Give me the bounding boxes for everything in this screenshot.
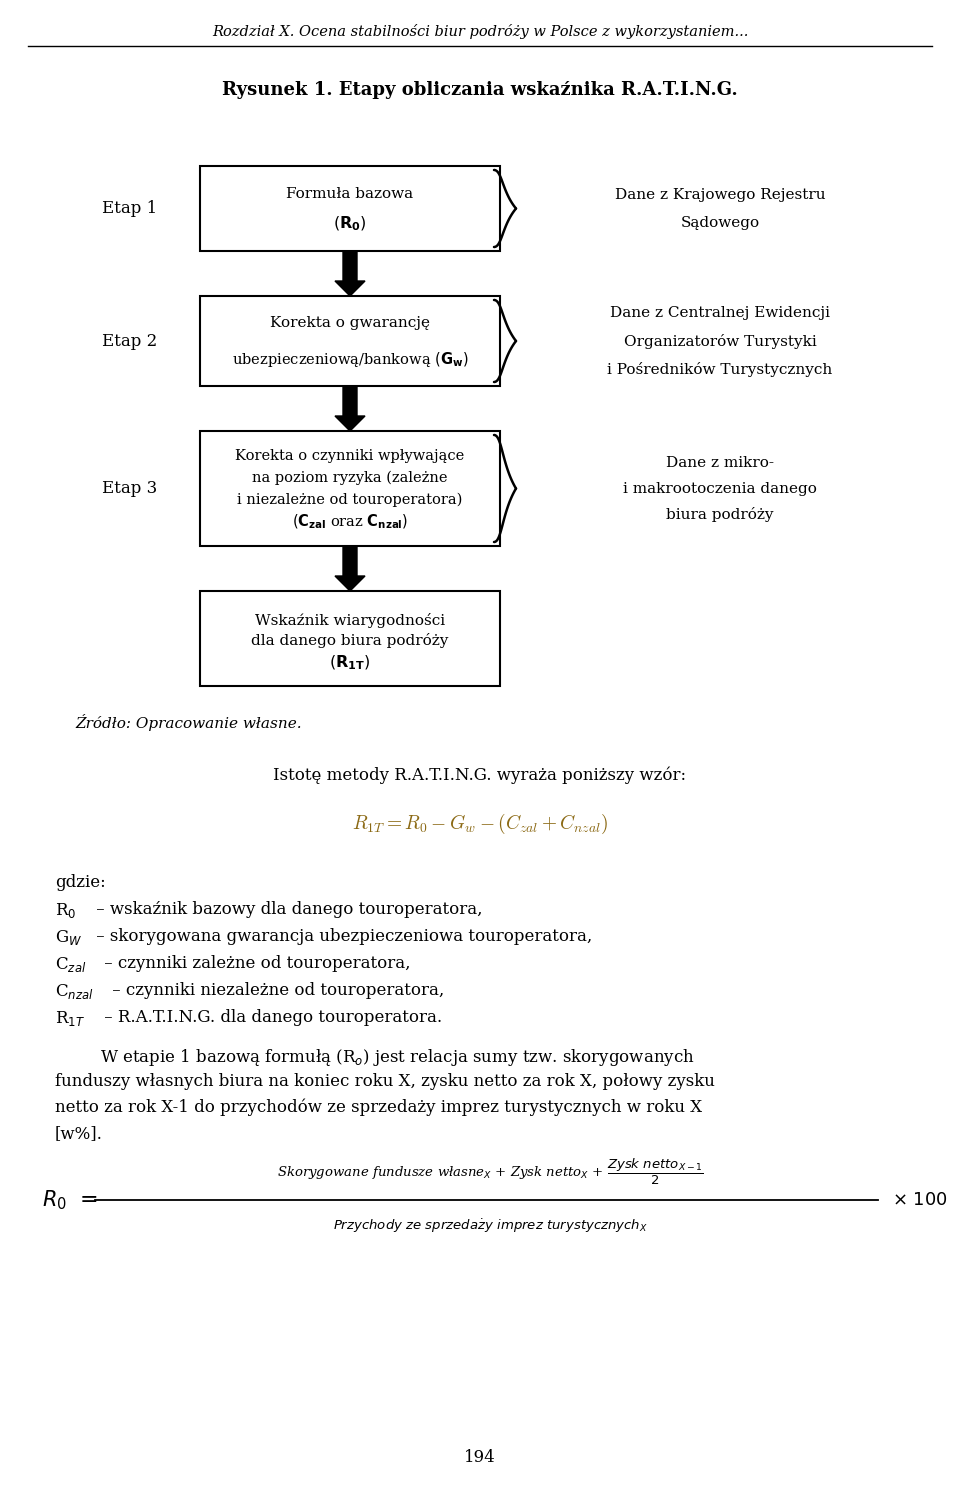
Text: =: = xyxy=(80,1189,99,1210)
Text: Etap 1: Etap 1 xyxy=(103,200,157,217)
Text: Dane z Krajowego Rejestru: Dane z Krajowego Rejestru xyxy=(614,187,826,202)
Text: – skorygowana gwarancja ubezpieczeniowa touroperatora,: – skorygowana gwarancja ubezpieczeniowa … xyxy=(91,928,592,945)
Bar xyxy=(200,591,500,687)
Text: $\times\ 100$: $\times\ 100$ xyxy=(892,1191,948,1209)
Text: Etap 3: Etap 3 xyxy=(103,480,157,497)
Text: i niezależne od touroperatora): i niezależne od touroperatora) xyxy=(237,492,463,507)
Text: 194: 194 xyxy=(464,1450,496,1466)
Text: netto za rok X-1 do przychodów ze sprzedaży imprez turystycznych w roku X: netto za rok X-1 do przychodów ze sprzed… xyxy=(55,1100,702,1116)
Text: $(\mathbf{R}_\mathbf{1T})$: $(\mathbf{R}_\mathbf{1T})$ xyxy=(329,654,371,672)
Text: dla danego biura podróży: dla danego biura podróży xyxy=(252,633,448,648)
Text: Wskaźnik wiarygodności: Wskaźnik wiarygodności xyxy=(255,613,445,628)
Text: G$_W$: G$_W$ xyxy=(55,928,83,947)
Text: Dane z mikro-: Dane z mikro- xyxy=(666,455,774,470)
Text: Sądowego: Sądowego xyxy=(681,215,759,229)
Text: Istotę metody R.A.T.I.N.G. wyraża poniższy wzór:: Istotę metody R.A.T.I.N.G. wyraża poniżs… xyxy=(274,766,686,784)
Text: na poziom ryzyka (zależne: na poziom ryzyka (zależne xyxy=(252,470,447,485)
Text: $(\mathbf{C}_\mathbf{zal}$ oraz $\mathbf{C}_\mathbf{nzal})$: $(\mathbf{C}_\mathbf{zal}$ oraz $\mathbf… xyxy=(292,512,408,531)
Text: – R.A.T.I.N.G. dla danego touroperatora.: – R.A.T.I.N.G. dla danego touroperatora. xyxy=(99,1008,443,1026)
Polygon shape xyxy=(335,546,365,591)
Text: Korekta o czynniki wpływające: Korekta o czynniki wpływające xyxy=(235,449,465,462)
Text: R$_0$: R$_0$ xyxy=(55,901,76,920)
Text: R$_{1T}$: R$_{1T}$ xyxy=(55,1008,84,1028)
Text: – czynniki zależne od touroperatora,: – czynniki zależne od touroperatora, xyxy=(99,954,411,972)
Text: W etapie 1 bazową formułą (R$_o$) jest relacja sumy tzw. skorygowanych: W etapie 1 bazową formułą (R$_o$) jest r… xyxy=(100,1047,695,1068)
Text: $R_0$: $R_0$ xyxy=(42,1188,67,1212)
Text: – czynniki niezależne od touroperatora,: – czynniki niezależne od touroperatora, xyxy=(107,981,444,999)
Text: $R_{1T} = R_0 - G_w - (C_{zal} + C_{nzal})$: $R_{1T} = R_0 - G_w - (C_{zal} + C_{nzal… xyxy=(351,812,609,836)
Bar xyxy=(200,431,500,546)
Text: Dane z Centralnej Ewidencji: Dane z Centralnej Ewidencji xyxy=(610,307,830,320)
Text: gdzie:: gdzie: xyxy=(55,874,106,892)
Text: $(\mathbf{R}_\mathbf{0})$: $(\mathbf{R}_\mathbf{0})$ xyxy=(333,214,367,233)
Text: Korekta o gwarancję: Korekta o gwarancję xyxy=(270,316,430,331)
Text: Etap 2: Etap 2 xyxy=(103,332,157,350)
Text: C$_{nzal}$: C$_{nzal}$ xyxy=(55,981,94,1001)
Text: C$_{zal}$: C$_{zal}$ xyxy=(55,954,86,974)
Text: Formuła bazowa: Formuła bazowa xyxy=(286,187,414,200)
Text: Źródło: Opracowanie własne.: Źródło: Opracowanie własne. xyxy=(75,714,301,732)
Polygon shape xyxy=(335,251,365,296)
Text: i makrootoczenia danego: i makrootoczenia danego xyxy=(623,482,817,495)
Polygon shape xyxy=(335,386,365,431)
Text: Rysunek 1. Etapy obliczania wskaźnika R.A.T.I.N.G.: Rysunek 1. Etapy obliczania wskaźnika R.… xyxy=(222,81,738,99)
Bar xyxy=(200,166,500,251)
Text: Skorygowane fundusze własne$_X$ + Zysk netto$_X$ + $\dfrac{\mathit{Zysk\ netto}_: Skorygowane fundusze własne$_X$ + Zysk n… xyxy=(276,1156,704,1186)
Text: Organizatorów Turystyki: Organizatorów Turystyki xyxy=(624,334,816,349)
Bar xyxy=(200,296,500,386)
Text: biura podróży: biura podróży xyxy=(666,507,774,522)
Text: $\mathit{Przychody\ ze\ sprzeda\dot{z}y\ imprez\ turystycznych}_X$: $\mathit{Przychody\ ze\ sprzeda\dot{z}y\… xyxy=(332,1218,647,1234)
Text: Rozdział X. Ocena stabilności biur podróży w Polsce z wykorzystaniem...: Rozdział X. Ocena stabilności biur podró… xyxy=(212,24,748,39)
Text: ubezpieczeniową/bankową $(\mathbf{G}_\mathbf{w})$: ubezpieczeniową/bankową $(\mathbf{G}_\ma… xyxy=(231,350,468,368)
Text: – wskaźnik bazowy dla danego touroperatora,: – wskaźnik bazowy dla danego touroperato… xyxy=(91,901,483,919)
Text: i Pośredników Turystycznych: i Pośredników Turystycznych xyxy=(608,362,832,377)
Text: funduszy własnych biura na koniec roku X, zysku netto za rok X, połowy zysku: funduszy własnych biura na koniec roku X… xyxy=(55,1073,715,1091)
Text: [w%].: [w%]. xyxy=(55,1125,103,1141)
